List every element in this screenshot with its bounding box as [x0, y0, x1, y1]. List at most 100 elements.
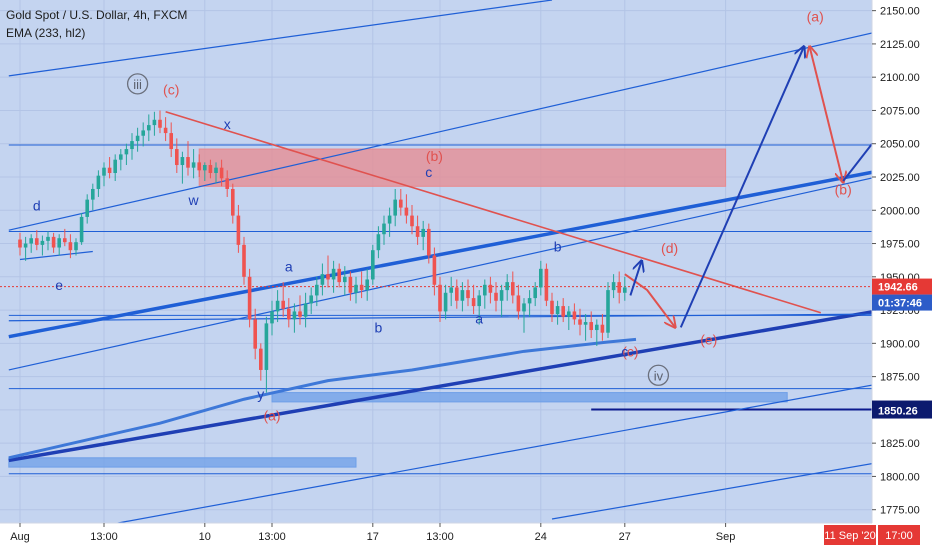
wave-label: (d)	[661, 240, 678, 256]
wave-label: c	[425, 164, 432, 180]
channel-line	[8, 32, 872, 231]
candle-body	[231, 188, 235, 216]
candle-body	[107, 167, 112, 174]
projection-blue-continuation	[842, 142, 872, 182]
circled-wave-label: iii	[133, 77, 142, 92]
candle-body	[292, 311, 297, 320]
candle-body	[499, 290, 504, 301]
candle-body	[63, 238, 67, 243]
price-zone	[198, 148, 727, 187]
projection-red-double-arrow	[810, 47, 844, 183]
wave-label: b	[375, 320, 383, 336]
candle-body	[214, 167, 218, 174]
countdown-tag: 01:37:46	[878, 298, 922, 310]
time-axis-label: 13:00	[258, 531, 286, 543]
wave-label: (a)	[263, 408, 280, 424]
candle-body	[359, 284, 364, 291]
candle-body	[343, 276, 347, 283]
candle-body	[533, 287, 537, 299]
candle-body	[427, 228, 431, 256]
date-tag: 11 Sep '20	[824, 530, 875, 542]
time-axis-label: 17	[367, 531, 379, 543]
candle-body	[102, 167, 106, 176]
candle-body	[455, 287, 459, 301]
channel-line	[8, 177, 872, 371]
candle-body	[516, 295, 521, 312]
candle-body	[578, 319, 582, 325]
candle-body	[57, 238, 61, 248]
price-axis-label: 2150.00	[880, 6, 920, 18]
price-axis-label: 2050.00	[880, 139, 920, 151]
candle-body	[404, 207, 409, 216]
candle-body	[197, 162, 201, 171]
price-axis-label: 2025.00	[880, 172, 920, 184]
candle-body	[180, 157, 185, 166]
time-axis-label: 10	[199, 531, 211, 543]
candle-body	[567, 311, 571, 317]
candle-body	[91, 188, 95, 200]
candle-body	[113, 159, 117, 174]
candle-body	[460, 290, 465, 301]
candle-body	[253, 319, 257, 349]
channel-line	[8, 310, 872, 463]
candle-body	[315, 284, 319, 296]
candle-body	[600, 324, 605, 333]
time-axis-label: 24	[535, 531, 547, 543]
candle-body	[320, 274, 325, 285]
candle-body	[371, 250, 375, 280]
price-axis-label: 1800.00	[880, 471, 920, 483]
candle-body	[18, 239, 22, 248]
wave-label: a	[475, 310, 483, 326]
candle-body	[617, 282, 621, 293]
price-axis-background	[872, 0, 932, 550]
last-price-tag-bg	[872, 278, 932, 295]
date-tag-bg	[824, 525, 876, 545]
candle-body	[606, 290, 610, 333]
wave-label: (c)	[163, 81, 179, 97]
candle-body	[555, 306, 560, 315]
wave-label: w	[188, 192, 200, 208]
projection-red-path	[624, 273, 675, 327]
price-zone	[271, 392, 788, 403]
candle-body	[331, 268, 336, 280]
candle-body	[163, 127, 168, 134]
candle-body	[40, 240, 45, 245]
candle-body	[281, 300, 285, 309]
candle-body	[410, 215, 414, 227]
wave-label: (c)	[622, 344, 638, 360]
price-axis-label: 1825.00	[880, 438, 920, 450]
wave-label: a	[285, 258, 293, 274]
candle-body	[96, 175, 101, 189]
candle-body	[29, 238, 33, 244]
candle-body	[158, 119, 162, 128]
candle-body	[303, 303, 308, 317]
candle-body	[354, 284, 358, 293]
plot-area: (a) (b) (b) (c) (d) (e) (a) (c) x w y c b a a b c d e iii iv	[0, 0, 872, 523]
candle-body	[270, 311, 274, 324]
projection-blue-main	[679, 47, 804, 328]
time-axis-label: Sep	[716, 531, 736, 543]
candle-body	[119, 154, 123, 160]
candle-body	[225, 178, 229, 189]
candle-body	[421, 228, 425, 237]
channel-line	[551, 462, 872, 520]
time-axis-label: Aug	[10, 531, 30, 543]
candle-body	[572, 311, 577, 320]
candle-body	[348, 276, 353, 293]
candle-body	[544, 268, 549, 301]
candle-body	[415, 226, 420, 237]
price-axis-label: 1775.00	[880, 505, 920, 517]
level-tag: 1850.26	[878, 406, 918, 418]
candle-body	[169, 133, 173, 150]
candle-body	[46, 236, 50, 241]
wave-label: (b)	[835, 181, 852, 197]
candle-body	[79, 216, 84, 243]
wave-label: b	[554, 239, 562, 255]
candle-body	[35, 238, 39, 245]
candle-body	[264, 323, 269, 370]
candle-body	[449, 287, 453, 293]
chart-legend: Gold Spot / U.S. Dollar, 4h, FXCM EMA (2…	[6, 6, 187, 42]
candle-body	[326, 274, 330, 280]
